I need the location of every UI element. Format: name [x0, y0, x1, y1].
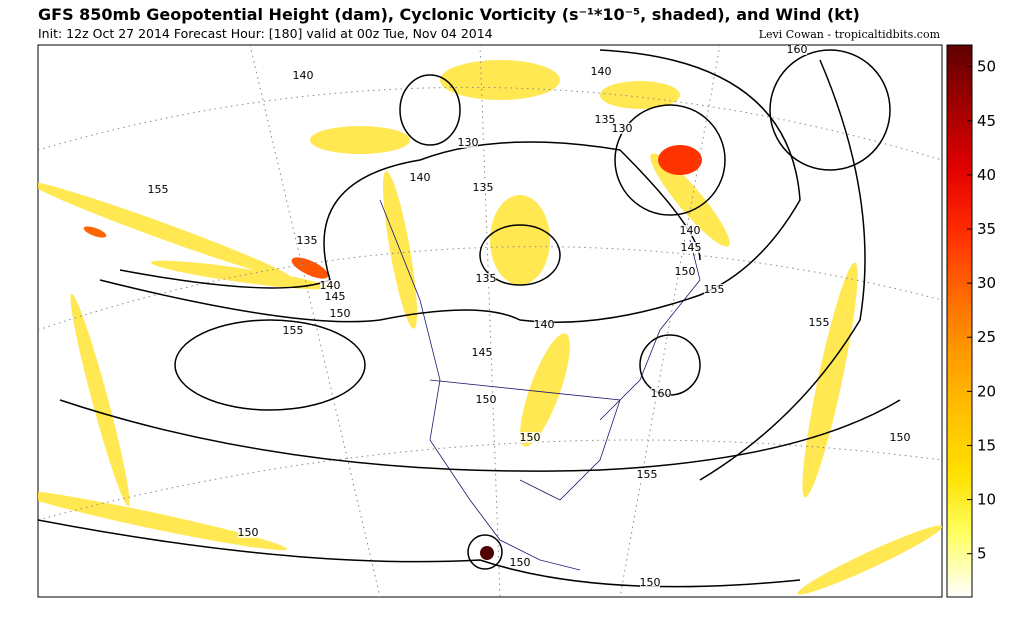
contour-label: 140	[320, 279, 341, 292]
contour-label-bg	[595, 114, 615, 125]
contour-label: 130	[612, 122, 633, 135]
contour-label: 150	[238, 526, 259, 539]
contour-label-bg	[520, 432, 540, 443]
contour-label-bg	[458, 137, 478, 148]
contour-label-bg	[612, 123, 632, 134]
contour-label: 155	[148, 183, 169, 196]
contour-label: 140	[591, 65, 612, 78]
colorbar-tick-label: 30	[977, 274, 996, 292]
colorbar-tick-label: 25	[977, 328, 996, 346]
contour-label-bg	[681, 242, 701, 253]
contour-label-bg	[637, 469, 657, 480]
contour-label: 145	[325, 290, 346, 303]
colorbar-tick-label: 40	[977, 166, 996, 184]
colorbar-tick-label: 50	[977, 58, 996, 76]
contour-label-bg	[534, 319, 554, 330]
contour-label: 145	[681, 241, 702, 254]
contour-label: 130	[458, 136, 479, 149]
contour-label-bg	[330, 308, 350, 319]
contour-label-bg	[809, 317, 829, 328]
contour-label: 135	[476, 272, 497, 285]
contour-label-bg	[640, 577, 660, 588]
contour-label-bg	[325, 291, 345, 302]
contour-label: 150	[520, 431, 541, 444]
colorbar-tick-label: 15	[977, 436, 996, 454]
colorbar-tick-label: 5	[977, 545, 987, 563]
contour-label-bg	[473, 182, 493, 193]
contour-label: 150	[675, 265, 696, 278]
colorbar: 5 10 15 20 25 30 35 40 45 50	[946, 44, 996, 598]
graticule	[38, 45, 942, 597]
height-contours	[38, 49, 901, 588]
contour-label-bg	[476, 394, 496, 405]
title: GFS 850mb Geopotential Height (dam), Cyc…	[38, 5, 860, 24]
contour-label: 145	[472, 346, 493, 359]
contour-label-bg	[476, 273, 496, 284]
contour-label-bg	[591, 66, 611, 77]
contour-label: 155	[704, 283, 725, 296]
contour-label-bg	[680, 225, 700, 236]
colorbar-tick-label: 20	[977, 382, 996, 400]
contour-label: 155	[637, 468, 658, 481]
contour-label: 150	[510, 556, 531, 569]
colorbar-tick-label: 45	[977, 112, 996, 130]
contour-label: 140	[410, 171, 431, 184]
contour-label-bg	[410, 172, 430, 183]
contour-label: 155	[809, 316, 830, 329]
colorbar-tick-label: 10	[977, 491, 996, 509]
contour-label-bg	[510, 557, 530, 568]
contour-label: 140	[680, 224, 701, 237]
contour-label: 140	[293, 69, 314, 82]
contour-label-bg	[293, 70, 313, 81]
credit: Levi Cowan - tropicaltidbits.com	[759, 28, 941, 41]
contour-label-bg	[704, 284, 724, 295]
contour-label: 135	[473, 181, 494, 194]
contour-label: 160	[787, 43, 808, 56]
contour-label: 135	[297, 234, 318, 247]
contour-label-bg	[238, 527, 258, 538]
contour-label-bg	[675, 266, 695, 277]
contour-label-bg	[787, 45, 807, 55]
colorbar-fill	[946, 44, 973, 598]
contour-label-bg	[148, 184, 168, 195]
contour-label: 150	[640, 576, 661, 589]
contour-label: 140	[534, 318, 555, 331]
contour-label-bg	[472, 347, 492, 358]
contour-label: 155	[283, 324, 304, 337]
contour-label-bg	[651, 388, 671, 399]
map: 1401601401351301301551401351351401451501…	[37, 43, 943, 598]
contour-label: 135	[595, 113, 616, 126]
contour-label-bg	[297, 235, 317, 246]
contour-label-bg	[890, 432, 910, 443]
colorbar-tick-label: 35	[977, 220, 996, 238]
contour-label: 160	[651, 387, 672, 400]
vorticity-shading	[38, 60, 942, 595]
contour-label-bg	[283, 325, 303, 336]
subtitle: Init: 12z Oct 27 2014 Forecast Hour: [18…	[38, 26, 493, 41]
contour-label: 150	[890, 431, 911, 444]
contour-label: 150	[476, 393, 497, 406]
contour-label: 150	[330, 307, 351, 320]
contour-label-bg	[320, 280, 340, 291]
